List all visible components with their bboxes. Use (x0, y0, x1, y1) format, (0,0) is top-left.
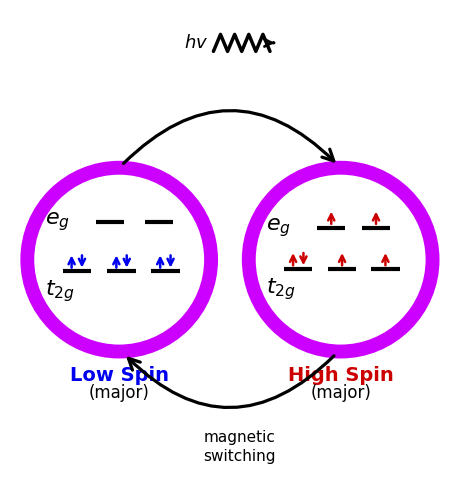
Text: $t_{2g}$: $t_{2g}$ (45, 278, 74, 304)
Text: (major): (major) (310, 383, 371, 402)
Text: $e_g$: $e_g$ (266, 216, 291, 239)
Text: magnetic
switching: magnetic switching (203, 430, 275, 464)
Text: High Spin: High Spin (288, 366, 393, 384)
Text: $t_{2g}$: $t_{2g}$ (266, 276, 296, 302)
Text: Low Spin: Low Spin (70, 366, 169, 384)
Text: $e_g$: $e_g$ (45, 211, 70, 233)
Text: (major): (major) (89, 383, 150, 402)
Text: $hv$: $hv$ (184, 34, 209, 52)
